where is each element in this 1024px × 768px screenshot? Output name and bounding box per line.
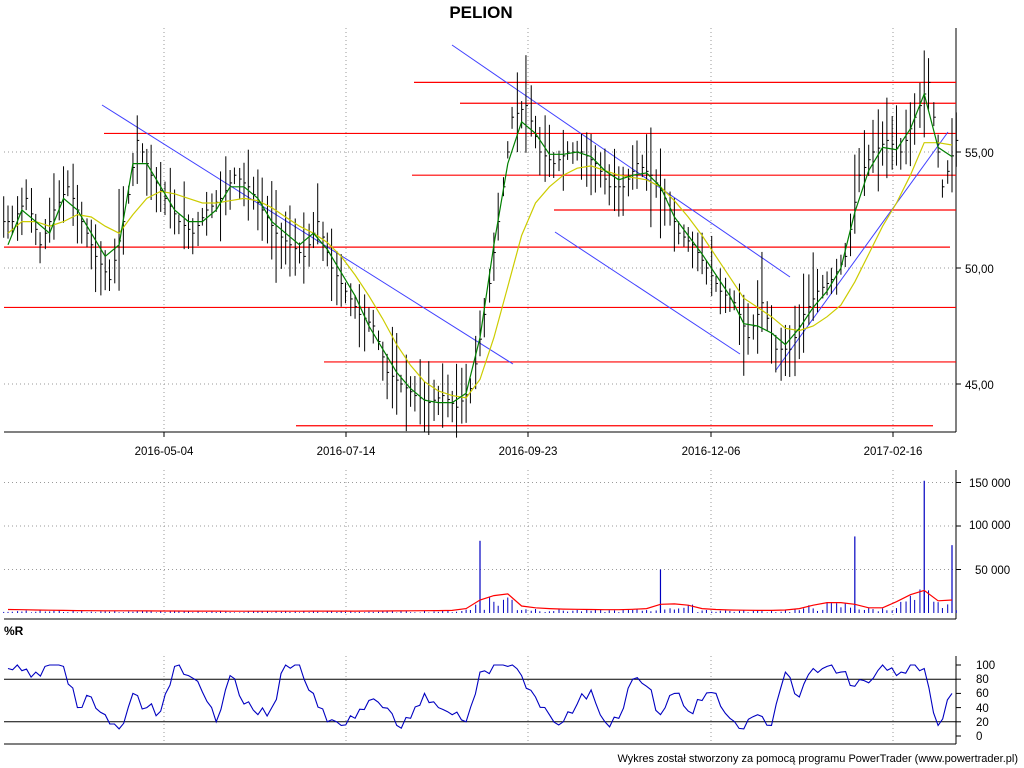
oscillator-tick-label: 40 (976, 703, 989, 715)
date-tick-label: 2016-05-04 (135, 446, 194, 458)
price-tick-label: 50,00 (965, 264, 994, 276)
price-tick-label: 45,00 (965, 380, 994, 392)
oscillator-tick-label: 60 (976, 688, 989, 700)
date-tick-label: 2017-02-16 (864, 446, 923, 458)
price-bars (3, 50, 959, 438)
panel-axes (4, 28, 961, 745)
moving-average-short-line (7, 92, 953, 404)
volume-tick-label: 50 000 (975, 565, 1010, 577)
date-tick-label: 2016-07-14 (317, 446, 376, 458)
oscillator-line (7, 664, 953, 730)
date-tick-label: 2016-12-06 (682, 446, 741, 458)
volume-tick-label: 150 000 (969, 478, 1011, 490)
footer-credit: Wykres został stworzony za pomocą progra… (617, 753, 1018, 765)
grid-lines (4, 28, 956, 744)
moving-average-lines (7, 92, 953, 404)
trend-line (554, 231, 741, 355)
chart-title: PELION (449, 3, 512, 22)
volume-average-line (7, 589, 953, 612)
oscillator-tick-label: 0 (976, 731, 982, 743)
trend-line (451, 44, 791, 278)
price-tick-label: 55,00 (965, 148, 994, 160)
oscillator-tick-label: 100 (976, 660, 995, 672)
volume-bars (3, 480, 957, 613)
date-tick-label: 2016-09-23 (499, 446, 558, 458)
indicator-label: %R (4, 624, 24, 638)
oscillator-tick-label: 80 (976, 674, 989, 686)
oscillator-axis-ticks: 100 80 60 40 20 0 (976, 660, 995, 743)
oscillator-reference-lines (4, 678, 956, 723)
date-axis-ticks: 2016-05-04 2016-07-14 2016-09-23 2016-12… (135, 446, 923, 458)
price-axis-ticks: 55,00 50,00 45,00 (965, 148, 994, 392)
moving-average-long-line (7, 142, 953, 399)
volume-axis-ticks: 150 000 100 000 50 000 (969, 478, 1011, 577)
volume-tick-label: 100 000 (969, 520, 1011, 532)
trend-line (775, 131, 949, 371)
volume-average-path (7, 589, 953, 612)
oscillator-path (7, 664, 953, 730)
support-resistance-lines (4, 81, 956, 427)
trend-line (101, 104, 514, 365)
trend-lines (101, 44, 949, 371)
oscillator-tick-label: 20 (976, 717, 989, 729)
